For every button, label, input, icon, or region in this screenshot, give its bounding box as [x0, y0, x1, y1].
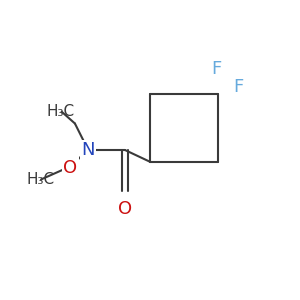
Text: H₃C: H₃C [26, 172, 55, 187]
Text: F: F [233, 78, 243, 96]
Text: H₃C: H₃C [47, 104, 75, 119]
Text: F: F [211, 60, 221, 78]
Text: O: O [118, 200, 132, 218]
Text: O: O [63, 159, 78, 177]
Text: N: N [81, 141, 95, 159]
